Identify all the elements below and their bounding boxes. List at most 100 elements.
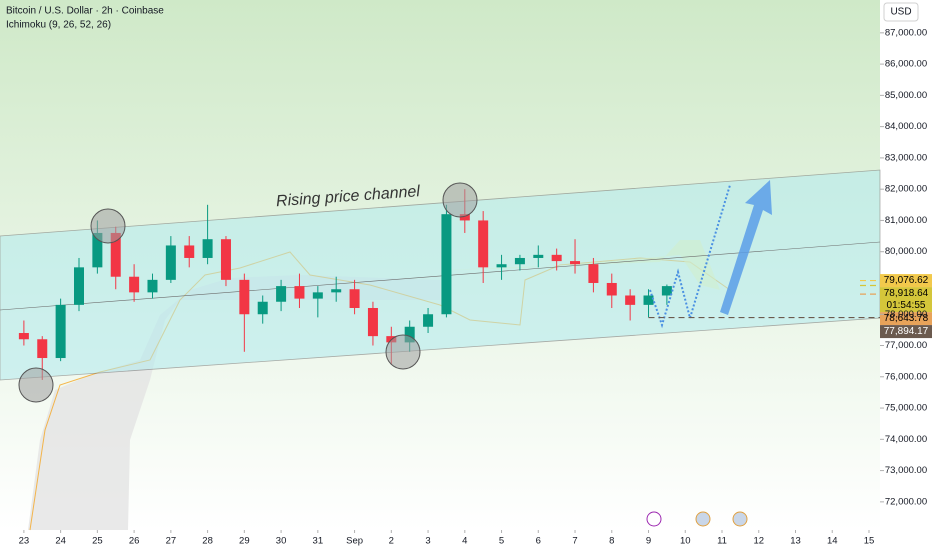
y-tick-label: 85,000.00 — [885, 90, 927, 101]
projection-arrow — [720, 180, 772, 315]
x-tick-label: 24 — [55, 536, 66, 547]
price-marker-label: 77,894.17 — [884, 326, 929, 337]
y-tick-label: 76,000.00 — [885, 371, 927, 382]
candle-body — [404, 326, 415, 343]
x-tick-label: 12 — [753, 536, 764, 547]
projection-path — [649, 184, 731, 329]
y-tick-label: 74,000.00 — [885, 434, 927, 445]
y-tick-label: 82,000.00 — [885, 184, 927, 195]
candle-body — [514, 257, 525, 265]
pivot-circle — [18, 367, 54, 403]
candle-body — [220, 239, 231, 280]
event-icon[interactable] — [695, 511, 711, 527]
candle-body — [294, 286, 305, 299]
candle-body — [459, 214, 470, 221]
y-tick-label: 86,000.00 — [885, 59, 927, 70]
x-tick-label: 31 — [313, 536, 324, 547]
y-tick-label: 83,000.00 — [885, 152, 927, 163]
candle-body — [37, 339, 48, 359]
candle-body — [588, 264, 599, 283]
price-marker-box — [880, 274, 932, 288]
y-tick-label: 80,000.00 — [885, 246, 927, 257]
indicator-label: Ichimoku (9, 26, 52, 26) — [6, 20, 111, 31]
candle-body — [165, 245, 176, 280]
candle-body — [551, 254, 562, 262]
x-tick-label: 8 — [609, 536, 614, 547]
currency-box[interactable] — [883, 2, 919, 22]
x-tick-label: 2 — [389, 536, 394, 547]
candle-body — [73, 267, 84, 305]
candle-body — [533, 254, 544, 258]
candle-body — [496, 264, 507, 268]
x-tick-label: 7 — [572, 536, 577, 547]
y-tick-label: 78,000.00 — [885, 309, 927, 320]
candle-body — [349, 289, 360, 308]
x-tick-label: 15 — [864, 536, 875, 547]
y-tick-label: 87,000.00 — [885, 27, 927, 38]
candle-body — [441, 214, 452, 315]
candle-body — [312, 292, 323, 299]
candle-body — [55, 304, 66, 359]
x-tick-label: 28 — [202, 536, 213, 547]
channel-midline — [0, 241, 881, 311]
pivot-circle — [90, 208, 126, 244]
x-tick-label: 23 — [19, 536, 30, 547]
x-tick-label: 13 — [790, 536, 801, 547]
price-marker-box — [880, 312, 932, 326]
chart-title: Bitcoin / U.S. Dollar · 2h · Coinbase — [6, 6, 164, 17]
x-tick-label: 25 — [92, 536, 103, 547]
x-tick-label: 11 — [717, 536, 727, 547]
price-marker-box — [880, 287, 932, 313]
price-marker-label: 79,076.62 — [884, 275, 929, 286]
y-tick-label: 73,000.00 — [885, 465, 927, 476]
candles — [18, 189, 672, 380]
candle-body — [202, 239, 213, 258]
candle-body — [257, 301, 268, 315]
price-marker-box — [880, 325, 932, 339]
candle-body — [276, 286, 287, 302]
candle-body — [478, 220, 489, 268]
price-marker-label: 78,643.78 — [884, 313, 929, 324]
candle-body — [423, 314, 434, 327]
candle-body — [110, 232, 121, 277]
candle-body — [331, 289, 342, 293]
x-tick-label: 30 — [276, 536, 287, 547]
candle-body — [625, 295, 636, 305]
x-tick-label: 6 — [536, 536, 541, 547]
x-tick-label: 4 — [462, 536, 467, 547]
candle-body — [18, 333, 29, 340]
candle-body — [92, 232, 103, 268]
candle-body — [129, 276, 140, 293]
x-tick-label: Sep — [346, 536, 363, 547]
countdown: 01:54:55 — [887, 300, 926, 311]
event-icon[interactable] — [646, 511, 662, 527]
y-tick-label: 72,000.00 — [885, 496, 927, 507]
pivot-circle — [385, 334, 421, 370]
pivot-circle — [442, 182, 478, 218]
x-tick-label: 5 — [499, 536, 504, 547]
ichimoku-cloud — [28, 275, 440, 530]
y-tick-label: 84,000.00 — [885, 121, 927, 132]
candle-body — [367, 307, 378, 337]
time-axis-panel — [0, 530, 880, 550]
x-tick-label: 27 — [166, 536, 177, 547]
event-icon[interactable] — [732, 511, 748, 527]
x-tick-label: 3 — [425, 536, 430, 547]
x-tick-label: 10 — [680, 536, 691, 547]
x-tick-label: 29 — [239, 536, 250, 547]
y-tick-label: 75,000.00 — [885, 403, 927, 414]
currency: USD — [890, 7, 911, 18]
candle-body — [643, 295, 654, 305]
y-tick-label: 77,000.00 — [885, 340, 927, 351]
y-tick-label: 81,000.00 — [885, 215, 927, 226]
candle-body — [570, 261, 581, 265]
x-tick-label: 26 — [129, 536, 140, 547]
x-tick-label: 14 — [827, 536, 838, 547]
price-marker-label: 78,918.64 — [884, 288, 929, 299]
x-tick-label: 9 — [646, 536, 651, 547]
candle-body — [606, 282, 617, 296]
candle-body — [661, 286, 672, 296]
candle-body — [239, 279, 250, 315]
